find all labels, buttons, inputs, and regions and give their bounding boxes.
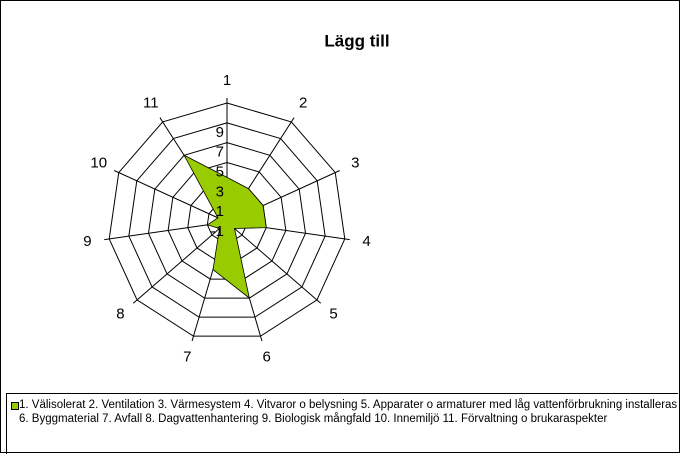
axis-label: 4 xyxy=(362,233,370,250)
axis-label: 1 xyxy=(223,72,231,89)
radar-area xyxy=(183,154,267,300)
r-tick-label: 5 xyxy=(216,163,224,180)
r-tick-label: 3 xyxy=(216,183,224,200)
grid-ring xyxy=(128,122,326,318)
axis-line xyxy=(132,221,228,304)
axis-label: 8 xyxy=(116,305,124,322)
r-tick-label: 7 xyxy=(216,144,224,161)
r-tick-label: 9 xyxy=(216,124,224,141)
grid-ring xyxy=(147,142,307,299)
axis-label: 6 xyxy=(263,348,271,365)
axis-line xyxy=(113,170,228,223)
legend-label: 1. Välisolerat 2. Ventilation 3. Värmesy… xyxy=(19,399,678,425)
axis-line xyxy=(226,221,322,304)
r-tick-label: -1 xyxy=(211,223,224,240)
axis-label: 9 xyxy=(83,233,91,250)
axis-label: 3 xyxy=(351,154,359,171)
r-tick-label: 1 xyxy=(216,203,224,220)
axis-label: 11 xyxy=(143,94,159,111)
legend-swatch xyxy=(11,402,19,410)
axis-label: 5 xyxy=(329,305,337,322)
axis-label: 2 xyxy=(299,94,307,111)
axis-label: 10 xyxy=(90,154,107,171)
chart-title: Lägg till xyxy=(324,31,389,50)
legend: 1. Välisolerat 2. Ventilation 3. Värmesy… xyxy=(6,393,678,454)
grid-ring xyxy=(108,102,346,337)
axis-label: 7 xyxy=(183,348,191,365)
